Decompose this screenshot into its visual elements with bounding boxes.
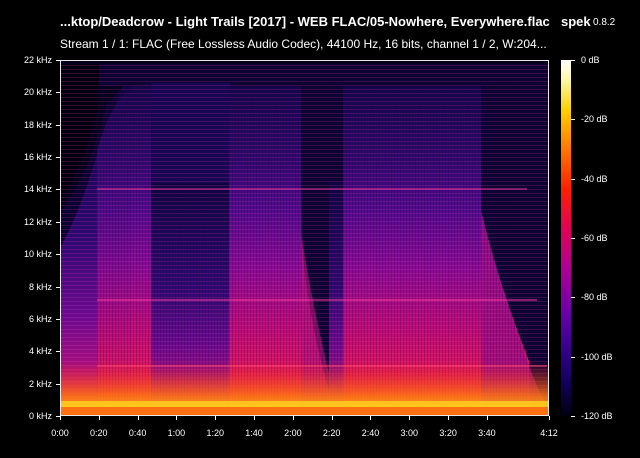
frequency-tick-label: 20 kHz: [23, 87, 52, 98]
time-tick-label: 1:00: [167, 428, 186, 438]
spectrogram-image: [61, 61, 548, 415]
frequency-tick-mark: [56, 384, 60, 385]
time-tick-mark: [448, 416, 449, 420]
time-tick-mark: [487, 416, 488, 420]
db-tick-mark: [571, 179, 575, 180]
time-tick-label: 1:40: [245, 428, 263, 438]
db-tick-mark: [571, 357, 575, 358]
time-tick-label: 3:20: [439, 428, 457, 438]
db-tick-label: -120 dB: [581, 411, 613, 421]
db-tick-label: -100 dB: [581, 351, 613, 362]
app-name: spek: [561, 14, 591, 29]
frequency-tick-mark: [56, 254, 60, 255]
time-tick-label: 0:40: [128, 428, 147, 438]
frequency-tick-label: 22 kHz: [23, 55, 52, 65]
frequency-tick-label: 12 kHz: [23, 216, 52, 227]
frequency-tick-label: 18 kHz: [23, 119, 52, 130]
frequency-tick-label: 0 kHz: [28, 411, 52, 421]
db-tick-mark: [571, 119, 575, 120]
app-version: 0.8.2: [593, 17, 616, 28]
stream-info: Stream 1 / 1: FLAC (Free Lossless Audio …: [60, 37, 547, 51]
db-colorbar: [561, 60, 571, 416]
time-tick-label: 0:20: [90, 428, 108, 438]
frequency-tick-label: 6 kHz: [28, 313, 52, 324]
time-tick-mark: [138, 416, 139, 420]
frequency-tick-mark: [56, 157, 60, 158]
time-tick-label: 2:20: [322, 428, 341, 438]
time-tick-label: 0:00: [51, 428, 69, 438]
frequency-tick-mark: [56, 222, 60, 223]
time-tick-label: 4:12: [540, 428, 558, 438]
time-tick-mark: [99, 416, 100, 420]
frequency-tick-label: 16 kHz: [23, 152, 52, 163]
time-tick-label: 1:20: [206, 428, 224, 438]
frequency-tick-mark: [56, 189, 60, 190]
frequency-tick-mark: [56, 319, 60, 320]
db-tick-mark: [571, 297, 575, 298]
db-tick-mark: [571, 416, 575, 417]
time-tick-mark: [176, 416, 177, 420]
frequency-tick-mark: [56, 60, 60, 61]
db-tick-mark: [571, 60, 575, 61]
frequency-tick-mark: [56, 92, 60, 93]
frequency-tick-label: 4 kHz: [28, 346, 52, 357]
db-tick-label: -40 dB: [581, 173, 608, 184]
time-tick-label: 3:40: [478, 428, 496, 438]
time-tick-label: 2:40: [361, 428, 380, 438]
frequency-tick-mark: [56, 416, 60, 417]
frequency-tick-mark: [56, 125, 60, 126]
db-tick-mark: [571, 238, 575, 239]
spectrogram-plot: [60, 60, 549, 416]
file-title: ...ktop/Deadcrow - Light Trails [2017] -…: [60, 14, 550, 29]
time-tick-mark: [370, 416, 371, 420]
time-tick-mark: [549, 416, 550, 420]
frequency-tick-mark: [56, 351, 60, 352]
time-tick-mark: [293, 416, 294, 420]
db-tick-label: -20 dB: [581, 114, 608, 125]
db-tick-label: 0 dB: [581, 55, 600, 65]
frequency-tick-mark: [56, 287, 60, 288]
time-tick-mark: [332, 416, 333, 420]
frequency-tick-label: 10 kHz: [23, 249, 52, 260]
frequency-tick-label: 8 kHz: [28, 281, 52, 292]
time-tick-mark: [60, 416, 61, 420]
db-tick-label: -60 dB: [581, 233, 608, 243]
time-tick-label: 3:00: [400, 428, 419, 438]
time-tick-mark: [254, 416, 255, 420]
time-tick-label: 2:00: [284, 428, 302, 438]
time-tick-mark: [215, 416, 216, 420]
db-tick-label: -80 dB: [581, 292, 608, 303]
time-tick-mark: [409, 416, 410, 420]
frequency-tick-label: 14 kHz: [23, 184, 52, 195]
frequency-tick-label: 2 kHz: [28, 378, 52, 389]
